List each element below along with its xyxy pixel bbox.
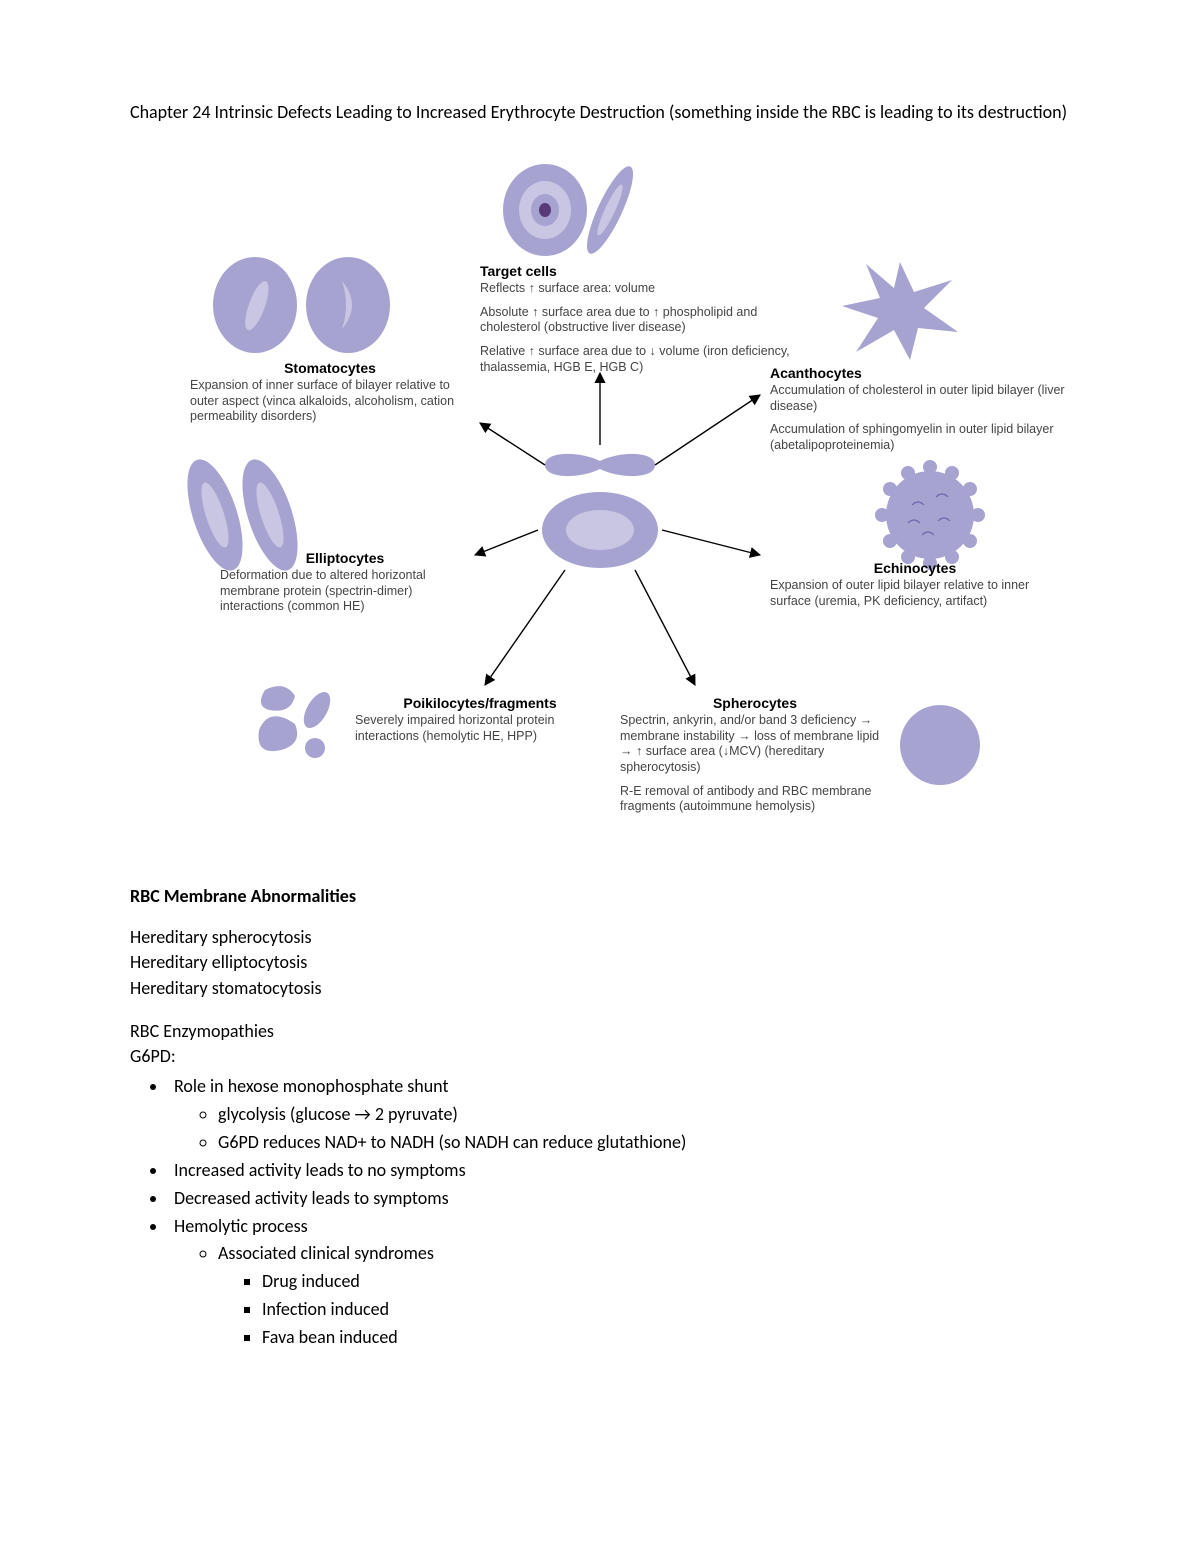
label-stomatocytes: Stomatocytes Expansion of inner surface … bbox=[190, 360, 470, 425]
cell-desc: Reflects ↑ surface area: volume bbox=[480, 281, 800, 297]
cell-desc: Absolute ↑ surface area due to ↑ phospho… bbox=[480, 305, 800, 336]
document-page: Chapter 24 Intrinsic Defects Leading to … bbox=[0, 0, 1200, 1412]
cell-desc: Deformation due to altered horizontal me… bbox=[220, 568, 470, 615]
cell-desc: Spectrin, ankyrin, and/or band 3 deficie… bbox=[620, 713, 890, 776]
label-target-cells: Target cells Reflects ↑ surface area: vo… bbox=[480, 263, 800, 375]
label-echinocytes: Echinocytes Expansion of outer lipid bil… bbox=[770, 560, 1060, 609]
sub-sub-bullet: Fava bean induced bbox=[262, 1324, 1070, 1352]
cell-name: Elliptocytes bbox=[220, 550, 470, 566]
cell-desc: Accumulation of cholesterol in outer lip… bbox=[770, 383, 1070, 414]
cell-desc: Accumulation of sphingomyelin in outer l… bbox=[770, 422, 1070, 453]
cell-name: Acanthocytes bbox=[770, 365, 1070, 381]
label-spherocytes: Spherocytes Spectrin, ankyrin, and/or ba… bbox=[620, 695, 890, 815]
g6pd-label: G6PD: bbox=[130, 1045, 176, 1067]
cell-desc: Expansion of inner surface of bilayer re… bbox=[190, 378, 470, 425]
section-heading-membrane: RBC Membrane Abnormalities bbox=[130, 885, 1070, 907]
bullet-item: Hemolytic process Associated clinical sy… bbox=[168, 1213, 1070, 1352]
cell-morphology-diagram: Target cells Reflects ↑ surface area: vo… bbox=[130, 155, 1070, 865]
label-poikilocytes: Poikilocytes/fragments Severely impaired… bbox=[355, 695, 605, 744]
bullet-item: Increased activity leads to no symptoms bbox=[168, 1157, 1070, 1185]
label-elliptocytes: Elliptocytes Deformation due to altered … bbox=[220, 550, 470, 615]
sub-bullet: G6PD reduces NAD+ to NADH (so NADH can r… bbox=[218, 1129, 1070, 1157]
bullet-text: Role in hexose monophosphate shunt bbox=[174, 1075, 449, 1097]
label-acanthocytes: Acanthocytes Accumulation of cholesterol… bbox=[770, 365, 1070, 454]
section-heading-enzymopathies: RBC Enzymopathies G6PD: bbox=[130, 1019, 1070, 1069]
g6pd-bullet-list: Role in hexose monophosphate shunt glyco… bbox=[130, 1073, 1070, 1352]
list-line: Hereditary stomatocytosis bbox=[130, 976, 1070, 1001]
enzymopathies-heading: RBC Enzymopathies bbox=[130, 1020, 274, 1042]
cell-name: Echinocytes bbox=[770, 560, 1060, 576]
cell-desc: Severely impaired horizontal protein int… bbox=[355, 713, 605, 744]
sub-sub-bullet: Drug induced bbox=[262, 1268, 1070, 1296]
cell-name: Target cells bbox=[480, 263, 800, 279]
list-line: Hereditary elliptocytosis bbox=[130, 950, 1070, 975]
cell-desc: R-E removal of antibody and RBC membrane… bbox=[620, 784, 890, 815]
cell-name: Spherocytes bbox=[620, 695, 890, 711]
bullet-item: Role in hexose monophosphate shunt glyco… bbox=[168, 1073, 1070, 1157]
sub-sub-bullet: Infection induced bbox=[262, 1296, 1070, 1324]
cell-desc: Expansion of outer lipid bilayer relativ… bbox=[770, 578, 1060, 609]
cell-desc: Relative ↑ surface area due to ↓ volume … bbox=[480, 344, 800, 375]
cell-name: Stomatocytes bbox=[190, 360, 470, 376]
cell-name: Poikilocytes/fragments bbox=[355, 695, 605, 711]
diagram-svg bbox=[130, 155, 1070, 865]
chapter-title: Chapter 24 Intrinsic Defects Leading to … bbox=[130, 100, 1070, 125]
bullet-item: Decreased activity leads to symptoms bbox=[168, 1185, 1070, 1213]
sub-bullet: Associated clinical syndromes Drug induc… bbox=[218, 1240, 1070, 1352]
sub-bullet: glycolysis (glucose → 2 pyruvate) bbox=[218, 1101, 1070, 1129]
membrane-list: Hereditary spherocytosis Hereditary elli… bbox=[130, 925, 1070, 1001]
list-line: Hereditary spherocytosis bbox=[130, 925, 1070, 950]
sub-bullet-text: Associated clinical syndromes bbox=[218, 1242, 434, 1264]
bullet-text: Hemolytic process bbox=[174, 1215, 308, 1237]
